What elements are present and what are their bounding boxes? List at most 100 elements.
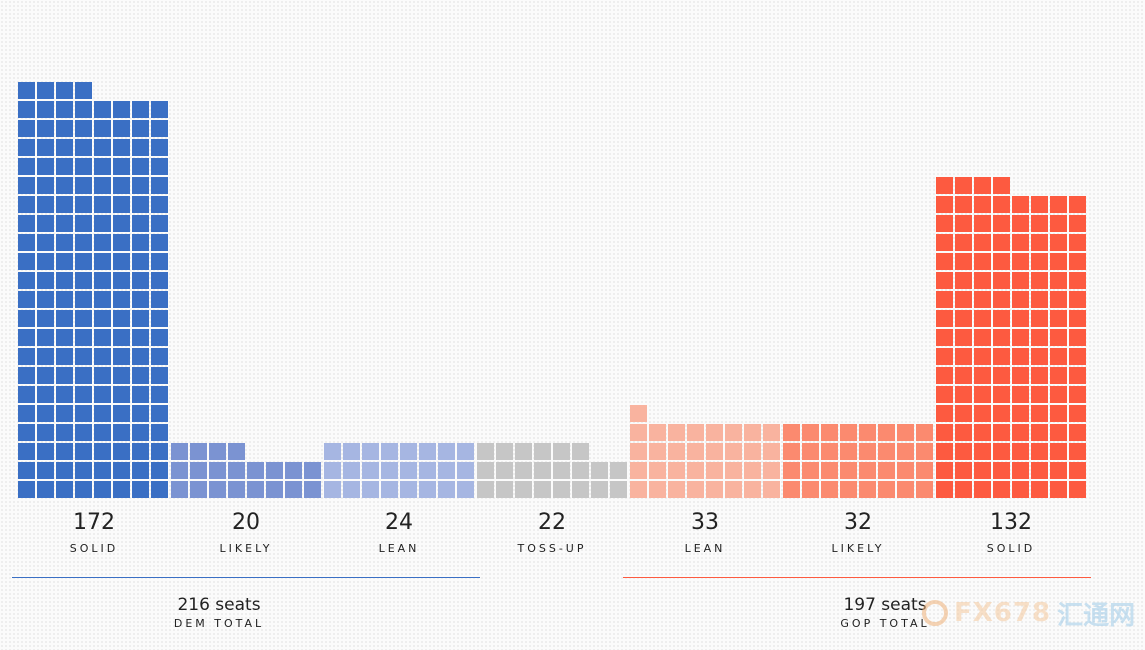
category-label-dem-lean: LEAN <box>378 542 420 555</box>
waffle-group-5 <box>783 424 933 498</box>
waffle-cell <box>400 443 417 460</box>
waffle-cell <box>18 329 35 346</box>
waffle-cell <box>94 253 111 270</box>
waffle-cell <box>993 348 1010 365</box>
waffle-cell <box>974 443 991 460</box>
waffle-cell <box>515 443 532 460</box>
waffle-cell <box>802 481 819 498</box>
waffle-cell <box>1031 481 1048 498</box>
waffle-cell <box>75 120 92 137</box>
waffle-cell <box>993 215 1010 232</box>
waffle-cell <box>1050 348 1067 365</box>
waffle-cell <box>955 272 972 289</box>
waffle-cell <box>936 329 953 346</box>
waffle-cell <box>247 481 264 498</box>
waffle-cell <box>1050 405 1067 422</box>
waffle-cell <box>56 386 73 403</box>
value-label-dem-likely: 20 <box>232 510 260 535</box>
waffle-cell <box>56 82 73 99</box>
waffle-cell <box>75 101 92 118</box>
waffle-cell <box>1031 443 1048 460</box>
waffle-cell <box>56 215 73 232</box>
waffle-cell <box>132 291 149 308</box>
waffle-cell <box>113 101 130 118</box>
waffle-cell <box>132 386 149 403</box>
value-label-dem-lean: 24 <box>385 510 413 535</box>
waffle-cell <box>610 481 627 498</box>
waffle-cell <box>132 120 149 137</box>
waffle-cell <box>151 158 168 175</box>
waffle-cell <box>993 405 1010 422</box>
waffle-cell <box>763 462 780 479</box>
waffle-cell <box>1012 481 1029 498</box>
waffle-cell <box>936 481 953 498</box>
waffle-cell <box>974 310 991 327</box>
waffle-cell <box>94 177 111 194</box>
waffle-cell <box>1069 481 1086 498</box>
dem-total-rule <box>12 577 480 578</box>
waffle-cell <box>496 481 513 498</box>
waffle-cell <box>955 367 972 384</box>
waffle-cell <box>936 443 953 460</box>
waffle-cell <box>75 82 92 99</box>
waffle-cell <box>1031 386 1048 403</box>
waffle-cell <box>94 158 111 175</box>
category-label-gop-solid: SOLID <box>986 542 1036 555</box>
waffle-cell <box>477 481 494 498</box>
waffle-group-3 <box>477 443 627 498</box>
waffle-cell <box>56 443 73 460</box>
waffle-cell <box>94 386 111 403</box>
waffle-cell <box>591 481 608 498</box>
waffle-cell <box>56 253 73 270</box>
waffle-cell <box>18 310 35 327</box>
waffle-cell <box>94 481 111 498</box>
waffle-cell <box>209 462 226 479</box>
waffle-cell <box>687 481 704 498</box>
waffle-cell <box>37 329 54 346</box>
watermark-cn-text: 汇通网 <box>1057 600 1136 631</box>
waffle-cell <box>821 424 838 441</box>
waffle-cell <box>75 443 92 460</box>
waffle-cell <box>821 462 838 479</box>
waffle-cell <box>1012 443 1029 460</box>
value-label-gop-lean: 33 <box>691 510 719 535</box>
waffle-cell <box>821 481 838 498</box>
waffle-cell <box>132 139 149 156</box>
waffle-cell <box>1050 462 1067 479</box>
waffle-cell <box>1050 253 1067 270</box>
waffle-cell <box>94 310 111 327</box>
waffle-cell <box>343 443 360 460</box>
waffle-cell <box>955 443 972 460</box>
waffle-cell <box>228 462 245 479</box>
waffle-cell <box>151 120 168 137</box>
waffle-cell <box>1012 367 1029 384</box>
waffle-cell <box>1012 386 1029 403</box>
waffle-cell <box>936 234 953 251</box>
waffle-cell <box>151 272 168 289</box>
waffle-cell <box>916 443 933 460</box>
waffle-cell <box>1069 291 1086 308</box>
waffle-cell <box>610 462 627 479</box>
waffle-cell <box>649 424 666 441</box>
waffle-cell <box>687 424 704 441</box>
waffle-cell <box>974 424 991 441</box>
waffle-cell <box>419 462 436 479</box>
waffle-cell <box>859 424 876 441</box>
waffle-cell <box>840 424 857 441</box>
waffle-cell <box>687 462 704 479</box>
waffle-cell <box>94 272 111 289</box>
waffle-cell <box>993 177 1010 194</box>
waffle-cell <box>304 462 321 479</box>
waffle-cell <box>878 462 895 479</box>
waffle-cell <box>209 443 226 460</box>
waffle-cell <box>75 310 92 327</box>
waffle-cell <box>56 234 73 251</box>
waffle-cell <box>285 481 302 498</box>
waffle-cell <box>113 462 130 479</box>
waffle-cell <box>113 310 130 327</box>
waffle-cell <box>1069 234 1086 251</box>
waffle-cell <box>151 291 168 308</box>
waffle-cell <box>94 405 111 422</box>
waffle-cell <box>591 462 608 479</box>
value-label-gop-likely: 32 <box>844 510 872 535</box>
